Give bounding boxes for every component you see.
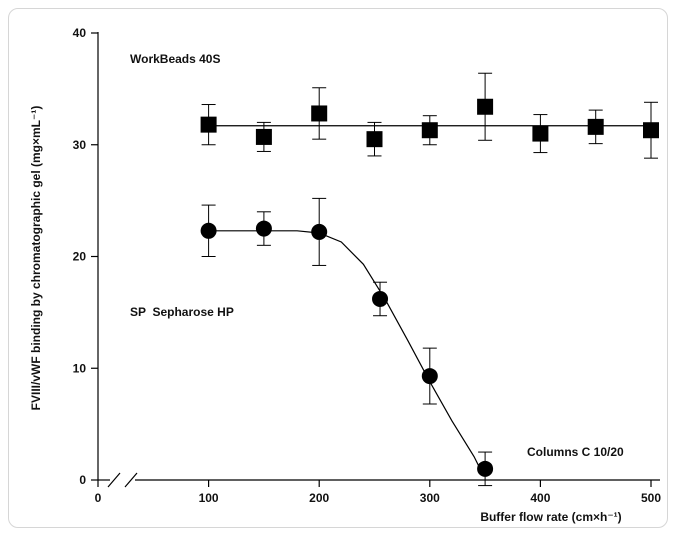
chart-frame (8, 8, 668, 528)
fit-curve (208, 230, 481, 468)
y-tick-label: 40 (73, 26, 87, 40)
data-point-square (587, 118, 604, 135)
data-point-circle (421, 368, 438, 385)
data-point-square (421, 122, 438, 139)
data-point-square (643, 122, 659, 139)
data-point-square (532, 125, 549, 142)
x-tick-label: 500 (641, 491, 661, 505)
data-point-square (200, 116, 217, 133)
x-axis-break (107, 472, 138, 488)
x-ticks: 0 100 200 300 400 500 (95, 480, 661, 505)
series-label-workbeads: WorkBeads 40S (130, 52, 221, 66)
x-tick-label: 300 (420, 491, 440, 505)
x-tick-label: 200 (309, 491, 329, 505)
y-axis-label: FVIII/vWF binding by chromatographic gel… (29, 106, 43, 411)
data-point-circle (372, 290, 389, 307)
series-label-sepharose: SP Sepharose HP (130, 305, 234, 319)
y-tick-label: 0 (79, 473, 86, 487)
data-point-square (311, 105, 328, 122)
y-ticks: 0 10 20 30 40 (73, 26, 98, 487)
x-tick-label: 100 (199, 491, 219, 505)
series-sepharose (200, 197, 494, 487)
y-tick-label: 30 (73, 138, 87, 152)
data-point-circle (200, 222, 217, 239)
y-tick-label: 10 (73, 361, 87, 375)
data-point-square (366, 131, 383, 148)
series-workbeads (200, 72, 659, 159)
column-annotation: Columns C 10/20 (527, 445, 624, 459)
data-point-square (477, 98, 494, 115)
data-point-circle (255, 220, 272, 237)
data-point-square (255, 128, 272, 145)
x-axis-label: Buffer flow rate (cm×h⁻¹) (480, 510, 621, 524)
plot-area (200, 72, 659, 487)
data-point-circle (477, 460, 494, 477)
x-tick-label: 0 (95, 491, 102, 505)
data-point-circle (311, 223, 328, 240)
x-tick-label: 400 (530, 491, 550, 505)
y-tick-label: 20 (73, 250, 87, 264)
